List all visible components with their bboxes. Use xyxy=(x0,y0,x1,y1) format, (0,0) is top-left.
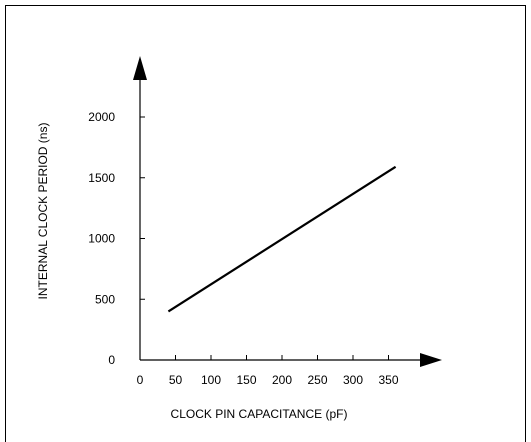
y-axis-arrowhead xyxy=(133,56,147,80)
x-tick-label: 350 xyxy=(378,373,398,387)
x-axis-label: CLOCK PIN CAPACITANCE (pF) xyxy=(171,407,348,421)
figure-border xyxy=(5,5,526,442)
ticks: 0 50 100 150 200 250 300 350 0 500 1000 1500 2000 xyxy=(88,110,399,387)
y-tick-label: 1000 xyxy=(88,232,115,246)
x-tick-label: 200 xyxy=(272,373,292,387)
x-tick-label: 50 xyxy=(169,373,183,387)
y-tick-label: 2000 xyxy=(88,110,115,124)
y-tick-label: 1500 xyxy=(88,171,115,185)
y-axis-label: INTERNAL CLOCK PERIOD (ns) xyxy=(36,123,50,300)
axes xyxy=(133,56,442,367)
x-tick-label: 250 xyxy=(307,373,327,387)
y-tick-label: 500 xyxy=(95,292,115,306)
series-line xyxy=(167,165,397,313)
plot-area xyxy=(167,165,397,313)
x-tick-label: 300 xyxy=(343,373,363,387)
x-tick-label: 100 xyxy=(201,373,221,387)
x-tick-label: 150 xyxy=(236,373,256,387)
x-axis-arrowhead xyxy=(420,353,442,367)
x-tick-label: 0 xyxy=(137,373,144,387)
y-tick-label: 0 xyxy=(108,353,115,367)
